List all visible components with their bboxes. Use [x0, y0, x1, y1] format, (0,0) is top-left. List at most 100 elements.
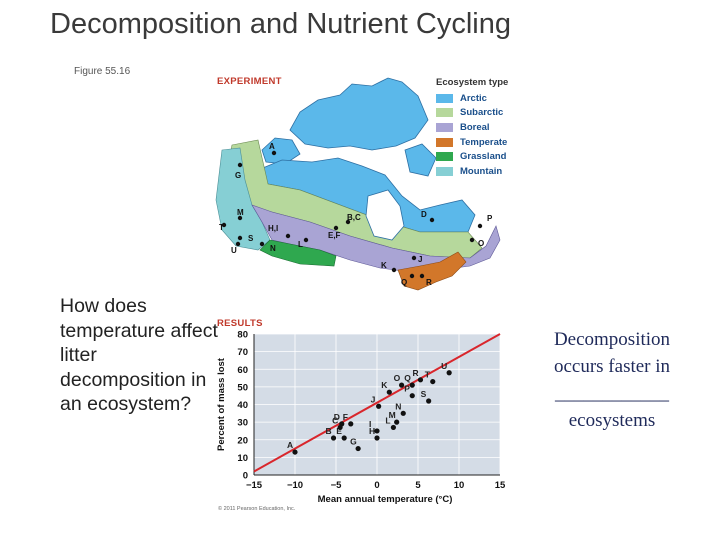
x-tick-label: −10 — [287, 480, 303, 491]
temperate-region — [397, 251, 467, 291]
data-point-label: C — [332, 415, 338, 425]
legend-title: Ecosystem type — [436, 77, 509, 88]
data-point-label: F — [343, 412, 348, 422]
data-point-label: E — [336, 426, 342, 436]
canada-map — [215, 77, 501, 291]
data-point-s — [426, 398, 432, 404]
y-tick-label: 0 — [243, 471, 248, 482]
y-tick-label: 10 — [237, 453, 248, 464]
legend-item-arctic: Arctic — [436, 91, 508, 106]
question-text: How does temperature affect litter decom… — [60, 295, 218, 416]
data-point-l — [390, 424, 396, 431]
legend-swatch — [436, 166, 453, 176]
x-tick-label: 0 — [374, 480, 379, 491]
svg-text:S: S — [248, 234, 254, 243]
data-point-t — [430, 378, 436, 385]
data-point-p — [409, 393, 415, 399]
legend-item-temperate: Temperate — [436, 135, 508, 150]
legend-label: Mountain — [460, 165, 503, 177]
svg-text:Q: Q — [401, 278, 407, 287]
data-point-label: T — [425, 370, 431, 380]
svg-text:J: J — [418, 255, 422, 264]
y-tick-label: 80 — [237, 330, 248, 341]
svg-text:K: K — [381, 261, 387, 270]
legend-item-boreal: Boreal — [436, 120, 508, 135]
slide-title: Decomposition and Nutrient Cycling — [50, 8, 511, 40]
data-point-label: S — [421, 389, 427, 399]
copyright-notice: © 2011 Pearson Education, Inc. — [218, 506, 296, 512]
svg-text:B,C: B,C — [347, 213, 361, 222]
data-point-q — [409, 382, 415, 388]
arctic-islands — [289, 77, 429, 151]
data-point-label: G — [350, 437, 357, 447]
svg-text:T: T — [219, 223, 224, 232]
legend-item-mountain: Mountain — [436, 164, 508, 179]
data-point-g — [355, 445, 361, 452]
data-point-a — [292, 449, 298, 455]
data-point-u — [446, 370, 452, 376]
data-point-e — [341, 435, 347, 441]
experiment-heading: EXPERIMENT — [217, 76, 282, 87]
legend-swatch — [436, 152, 453, 162]
map-site-markers: A G M T S U N H,I L B,C E,F D P O K J Q … — [219, 142, 493, 287]
data-point-b — [330, 435, 337, 441]
legend-item-subarctic: Subarctic — [436, 106, 508, 121]
legend-label: Boreal — [460, 121, 490, 133]
x-tick-label: 5 — [415, 480, 421, 491]
data-point-label: I — [369, 419, 371, 429]
data-point-label: D — [334, 412, 340, 422]
legend-label: Arctic — [460, 92, 487, 104]
svg-text:U: U — [231, 246, 237, 255]
svg-text:G: G — [235, 171, 241, 180]
data-point-label: A — [287, 440, 293, 450]
data-point-n — [400, 410, 406, 416]
legend-swatch — [436, 137, 453, 147]
data-point-label: J — [371, 394, 376, 404]
data-point-r — [417, 377, 424, 383]
svg-text:R: R — [426, 278, 432, 287]
svg-text:E,F: E,F — [328, 231, 341, 240]
fill-in-statement: Decomposition occurs faster in _________… — [532, 326, 692, 434]
data-point-label: N — [395, 401, 401, 411]
data-point-label: B — [326, 426, 332, 436]
trend-line — [253, 333, 501, 473]
svg-text:O: O — [478, 239, 484, 248]
data-point-label: U — [441, 361, 447, 371]
data-point-i — [374, 428, 380, 434]
hudson-bay — [365, 189, 405, 241]
svg-text:D: D — [421, 210, 427, 219]
y-tick-label: 40 — [237, 400, 248, 411]
data-point-j — [376, 403, 382, 409]
legend-label: Temperate — [460, 136, 508, 148]
data-point-h — [374, 435, 380, 441]
y-tick-label: 50 — [237, 382, 248, 393]
svg-text:A: A — [269, 142, 275, 151]
legend-swatch — [436, 122, 453, 132]
legend-swatch — [436, 93, 453, 103]
data-point-f — [348, 421, 354, 427]
y-tick-label: 30 — [237, 418, 248, 429]
scatter-plot: 0 10 20 30 40 50 60 70 80 −15 −10 −5 0 5 10 15 Mean annu… — [216, 330, 506, 506]
svg-text:N: N — [270, 244, 276, 253]
data-point-m — [394, 419, 400, 425]
y-tick-label: 60 — [237, 365, 248, 376]
x-tick-label: 10 — [454, 480, 465, 491]
svg-text:P: P — [487, 214, 493, 223]
grassland-region — [259, 239, 337, 267]
data-point-label: H — [369, 426, 375, 436]
arctic-island-2 — [261, 137, 301, 165]
arctic-island-3 — [404, 143, 437, 177]
y-tick-label: 70 — [237, 347, 248, 358]
answer-blank: ____________ — [555, 383, 669, 404]
data-point-k — [386, 389, 392, 395]
data-point-d — [339, 421, 345, 427]
results-heading: RESULTS — [217, 318, 263, 329]
ecosystem-legend: Ecosystem type Arctic Subarctic Boreal Temp… — [436, 77, 508, 179]
data-point-label: Q — [404, 373, 411, 383]
data-point-label: M — [389, 410, 396, 420]
legend-swatch — [436, 108, 453, 118]
svg-text:M: M — [237, 208, 244, 217]
statement-start: Decomposition occurs faster in — [553, 329, 671, 377]
svg-text:H,I: H,I — [268, 224, 278, 233]
